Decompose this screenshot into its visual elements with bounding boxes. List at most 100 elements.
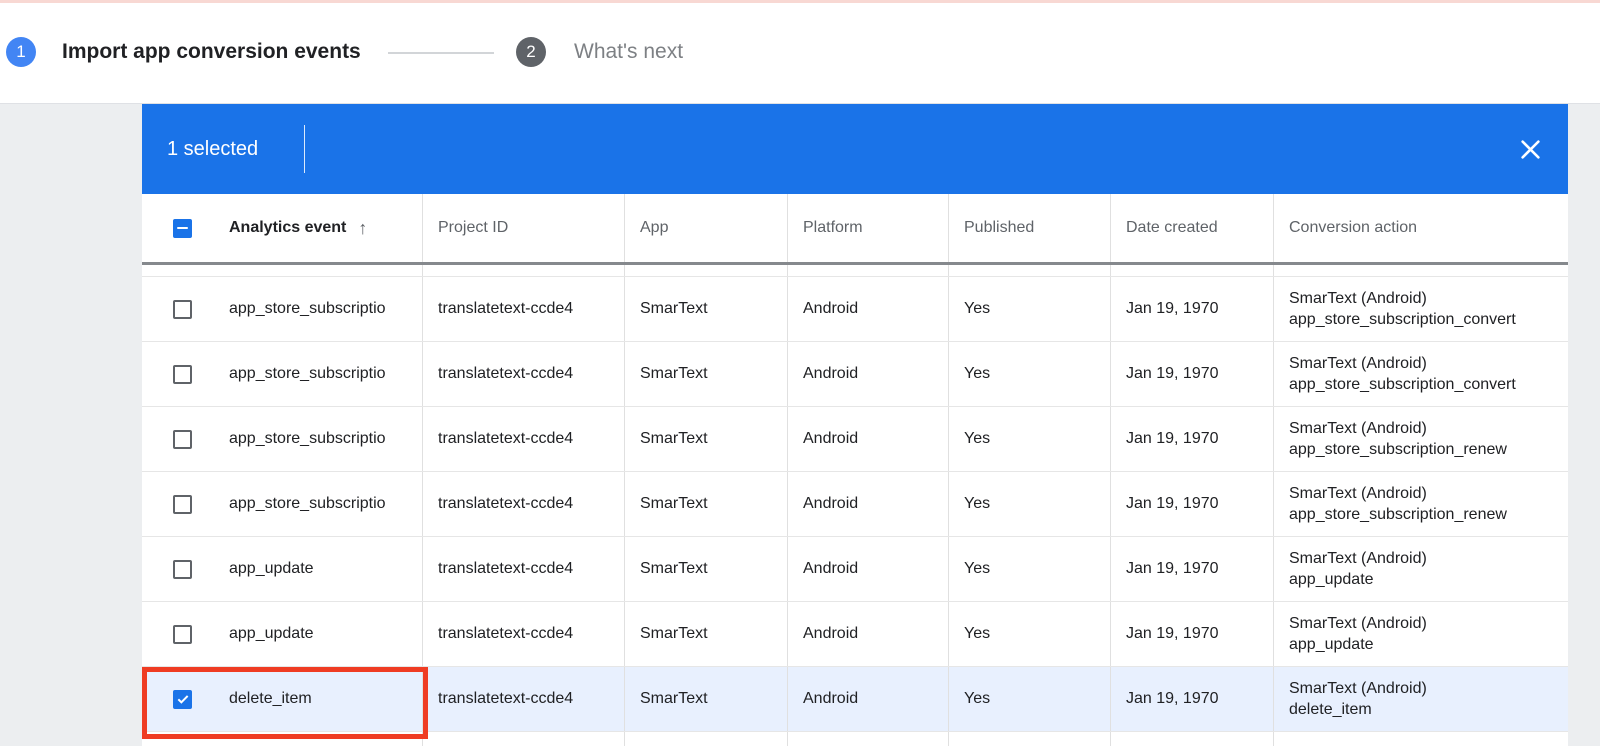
column-header-date-created[interactable]: Date created (1110, 194, 1273, 262)
project-id-cell: translatetext-ccde4 (422, 602, 624, 666)
published-cell: Yes (948, 472, 1110, 536)
row-checkbox[interactable] (173, 364, 192, 384)
column-header-conversion-action[interactable]: Conversion action (1273, 194, 1568, 262)
conversion-action-name: SmarText (Android) (1289, 420, 1427, 437)
row-checkbox[interactable] (173, 429, 192, 449)
row-checkbox[interactable] (173, 299, 192, 319)
column-header-platform[interactable]: Platform (787, 194, 948, 262)
platform-cell: Android (787, 342, 948, 406)
table-row[interactable]: app_update translatetext-ccde4 SmarText And… (142, 602, 1568, 667)
conversion-action-name: SmarText (Android) (1289, 615, 1427, 632)
table-row[interactable]: app_store_subscriptio translatetext-ccde4… (142, 342, 1568, 407)
event-name: app_store_subscriptio (229, 365, 386, 382)
app-cell: SmarText (624, 342, 787, 406)
app-cell: SmarText (624, 277, 787, 341)
step-2-label: What's next (574, 40, 684, 63)
row-checkbox[interactable] (173, 559, 192, 579)
conversion-action-event: delete_item (1289, 701, 1372, 718)
platform-cell: Android (787, 537, 948, 601)
conversion-action-cell: SmarText (Android) app_update (1273, 602, 1568, 666)
project-id-cell: translatetext-ccde4 (422, 407, 624, 471)
column-header-label: Analytics event (229, 219, 347, 236)
conversion-action-event: app_store_subscription_convert (1289, 311, 1516, 328)
header-scroll-shadow (142, 262, 1568, 265)
select-all-checkbox[interactable] (173, 218, 192, 238)
date-created-cell: Jan 19, 1970 (1110, 407, 1273, 471)
conversion-action-cell: SmarText (Android) app_store_subscription… (1273, 472, 1568, 536)
event-name: app_store_subscriptio (229, 300, 386, 317)
app-cell: SmarText (624, 472, 787, 536)
conversion-action-event: app_store_subscription_renew (1289, 441, 1507, 458)
platform-cell: Android (787, 667, 948, 731)
published-cell: Yes (948, 342, 1110, 406)
date-created-cell: Jan 19, 1970 (1110, 602, 1273, 666)
published-cell: Yes (948, 407, 1110, 471)
date-created-cell: Jan 19, 1970 (1110, 472, 1273, 536)
row-checkbox[interactable] (173, 494, 192, 514)
event-name: app_store_subscriptio (229, 430, 386, 447)
published-cell: Yes (948, 277, 1110, 341)
close-button[interactable] (1510, 129, 1550, 169)
published-cell: Yes (948, 602, 1110, 666)
platform-cell: Android (787, 407, 948, 471)
platform-cell: Android (787, 277, 948, 341)
date-created-cell: Jan 19, 1970 (1110, 342, 1273, 406)
table-row[interactable]: app_store_subscriptio translatetext-ccde4… (142, 407, 1568, 472)
conversion-action-event: app_store_subscription_renew (1289, 506, 1507, 523)
table-row[interactable]: delete_item translatetext-ccde4 SmarText An… (142, 667, 1568, 732)
published-cell: Yes (948, 667, 1110, 731)
step-2-circle: 2 (516, 37, 546, 67)
conversion-action-cell: SmarText (Android) delete_item (1273, 667, 1568, 731)
analytics-event-cell: app_update (142, 537, 422, 601)
conversion-action-event: app_store_subscription_convert (1289, 376, 1516, 393)
project-id-cell: translatetext-ccde4 (422, 342, 624, 406)
row-checkbox[interactable] (173, 624, 192, 644)
platform-cell: Android (787, 602, 948, 666)
step-1-label: Import app conversion events (62, 40, 361, 63)
selected-count: 1 selected (167, 137, 259, 160)
conversion-action-name: SmarText (Android) (1289, 290, 1427, 307)
table-row[interactable]: app_store_subscriptio translatetext-ccde4… (142, 472, 1568, 537)
selection-toolbar: 1 selected (142, 104, 1568, 194)
page-background: 1 selected Analytics event ↑ Project ID … (0, 104, 1600, 746)
analytics-event-cell: app_store_subscriptio (142, 472, 422, 536)
table-row[interactable]: app_store_subscriptio translatetext-ccde4… (142, 277, 1568, 342)
analytics-event-cell: app_update (142, 602, 422, 666)
close-icon (1520, 139, 1540, 159)
app-cell: SmarText (624, 602, 787, 666)
app-cell: SmarText (624, 407, 787, 471)
event-name: app_update (229, 560, 314, 577)
column-header-project-id[interactable]: Project ID (422, 194, 624, 262)
conversion-action-name: SmarText (Android) (1289, 680, 1427, 697)
date-created-cell: Jan 19, 1970 (1110, 537, 1273, 601)
conversion-action-cell: SmarText (Android) app_store_subscription… (1273, 277, 1568, 341)
conversion-action-name: SmarText (Android) (1289, 485, 1427, 502)
analytics-event-cell: app_store_subscriptio (142, 342, 422, 406)
project-id-cell: translatetext-ccde4 (422, 277, 624, 341)
partially-visible-bottom-row (142, 732, 1568, 746)
conversion-action-event: app_update (1289, 636, 1374, 653)
step-1-circle: 1 (6, 37, 36, 67)
conversion-action-name: SmarText (Android) (1289, 550, 1427, 567)
step-2-whats-next[interactable]: 2 What's next (516, 37, 683, 67)
column-header-published[interactable]: Published (948, 194, 1110, 262)
table-header-row: Analytics event ↑ Project ID App Platfor… (142, 194, 1568, 262)
conversion-action-name: SmarText (Android) (1289, 355, 1427, 372)
step-1-import-app-conversion-events[interactable]: 1 Import app conversion events (6, 37, 361, 67)
sort-ascending-icon: ↑ (358, 217, 368, 238)
event-name: app_store_subscriptio (229, 495, 386, 512)
project-id-cell: translatetext-ccde4 (422, 472, 624, 536)
date-created-cell: Jan 19, 1970 (1110, 667, 1273, 731)
step-navigation-bar: 1 Import app conversion events 2 What's … (0, 0, 1600, 104)
date-created-cell: Jan 19, 1970 (1110, 277, 1273, 341)
row-checkbox[interactable] (173, 689, 192, 709)
partially-scrolled-row (142, 265, 1568, 277)
analytics-event-cell: delete_item (142, 667, 422, 731)
published-cell: Yes (948, 537, 1110, 601)
column-header-app[interactable]: App (624, 194, 787, 262)
column-header-analytics-event[interactable]: Analytics event ↑ (142, 194, 422, 262)
conversion-action-cell: SmarText (Android) app_update (1273, 537, 1568, 601)
table-row[interactable]: app_update translatetext-ccde4 SmarText And… (142, 537, 1568, 602)
analytics-event-cell: app_store_subscriptio (142, 407, 422, 471)
table-body: app_store_subscriptio translatetext-ccde4… (142, 277, 1568, 732)
